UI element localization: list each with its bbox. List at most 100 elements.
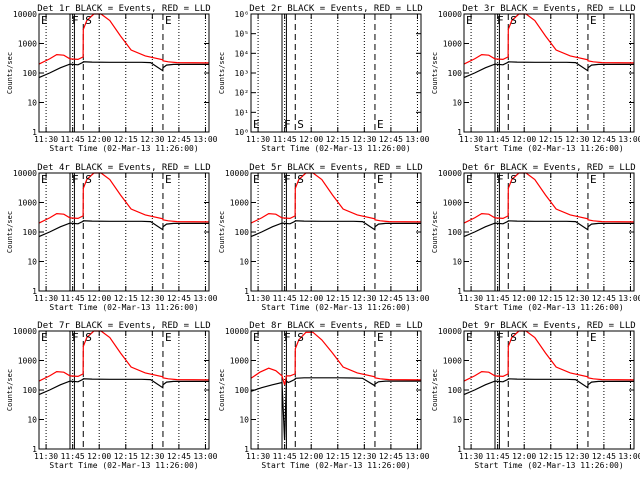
plot-frame [463,172,635,292]
event-marker-label: F [284,331,291,344]
y-tick-label: 10⁵ [235,30,249,39]
plot-frame [38,13,210,133]
y-tick-label: 10 [452,416,462,425]
y-tick-label: 100 [448,228,463,237]
y-axis-label: Counts/sec [218,52,226,94]
panel-title: Det 5r BLACK = Events, RED = LLD [249,163,422,173]
y-axis-label: Counts/sec [431,369,439,411]
x-tick-label: 13:00 [193,294,217,303]
event-marker-label: E [165,14,172,27]
y-axis-label: Counts/sec [431,52,439,94]
x-axis-label: Start Time (02-Mar-13 11:26:00) [49,461,198,470]
event-marker-label: F [284,118,291,131]
y-tick-label: 10 [27,416,37,425]
y-axis-label: Counts/sec [6,52,14,94]
x-tick-label: 12:15 [326,135,350,144]
event-marker-label: S [85,14,92,27]
y-tick-label: 10⁶ [235,10,249,19]
y-tick-label: 10³ [235,69,249,78]
y-axis-label: Counts/sec [218,369,226,411]
y-tick-label: 1000 [443,357,462,366]
x-axis-label: Start Time (02-Mar-13 11:26:00) [261,303,410,312]
y-tick-label: 1 [32,287,37,296]
x-tick-label: 11:45 [486,452,510,461]
x-tick-label: 12:00 [299,135,323,144]
y-tick-label: 10000 [13,10,37,19]
event-marker-label: F [284,173,291,186]
x-tick-label: 13:00 [405,452,429,461]
series-line-events [250,220,421,238]
y-tick-label: 10000 [225,169,249,178]
x-tick-label: 13:00 [618,135,640,144]
y-tick-label: 100 [235,386,250,395]
series-line-events [38,220,209,238]
x-axis-label: Start Time (02-Mar-13 11:26:00) [49,303,198,312]
y-tick-label: 100 [23,228,38,237]
event-marker-label: S [510,173,517,186]
plot-frame [463,330,635,450]
event-marker-label: E [41,331,48,344]
y-tick-label: 1 [32,445,37,454]
x-tick-label: 12:15 [114,452,138,461]
x-tick-label: 13:00 [405,135,429,144]
x-tick-label: 12:15 [114,135,138,144]
series-line-lld [250,172,422,224]
series-line-lld [463,330,635,382]
x-tick-label: 12:45 [167,294,191,303]
panel-title: Det 2r BLACK = Events, RED = LLD [249,4,422,14]
x-tick-label: 11:30 [246,135,270,144]
plot-frame [250,13,422,133]
x-tick-label: 12:00 [512,135,536,144]
x-tick-label: 13:00 [193,135,217,144]
event-marker-label: S [85,331,92,344]
x-tick-label: 11:45 [273,294,297,303]
x-tick-label: 11:30 [459,135,483,144]
x-tick-label: 12:15 [539,135,563,144]
series-line-lld [38,172,210,224]
y-tick-label: 1 [457,287,462,296]
event-marker-label: S [297,173,304,186]
plot-frame [250,172,422,292]
y-tick-label: 10⁰ [235,128,249,137]
event-marker-label: S [85,173,92,186]
x-tick-label: 11:45 [486,294,510,303]
x-tick-label: 11:30 [246,294,270,303]
x-tick-label: 12:45 [592,452,616,461]
x-axis-label: Start Time (02-Mar-13 11:26:00) [261,461,410,470]
x-axis-label: Start Time (02-Mar-13 11:26:00) [474,303,623,312]
plot-frame [38,172,210,292]
y-tick-label: 10² [235,89,249,98]
x-tick-label: 11:45 [61,135,85,144]
x-tick-label: 12:45 [379,294,403,303]
x-tick-label: 12:15 [326,452,350,461]
x-tick-label: 12:15 [114,294,138,303]
y-axis-label: Counts/sec [218,211,226,253]
y-tick-label: 10 [239,258,249,267]
y-axis-label: Counts/sec [6,211,14,253]
event-marker-label: E [377,173,384,186]
event-marker-label: E [377,331,384,344]
event-marker-label: S [510,14,517,27]
event-marker-label: F [72,14,79,27]
x-axis-label: Start Time (02-Mar-13 11:26:00) [474,461,623,470]
event-marker-label: E [253,118,260,131]
x-tick-label: 12:00 [512,452,536,461]
series-line-lld [250,331,422,385]
y-tick-label: 10000 [13,327,37,336]
x-tick-label: 12:00 [299,294,323,303]
panel-title: Det 6r BLACK = Events, RED = LLD [462,163,635,173]
plot-frame [250,330,422,450]
x-tick-label: 12:30 [352,452,376,461]
x-tick-label: 12:15 [539,452,563,461]
y-tick-label: 10 [239,416,249,425]
x-tick-label: 11:30 [34,452,58,461]
series-line-events [38,378,209,396]
series-line-lld [463,13,635,65]
x-tick-label: 12:45 [167,135,191,144]
x-tick-label: 11:45 [61,294,85,303]
